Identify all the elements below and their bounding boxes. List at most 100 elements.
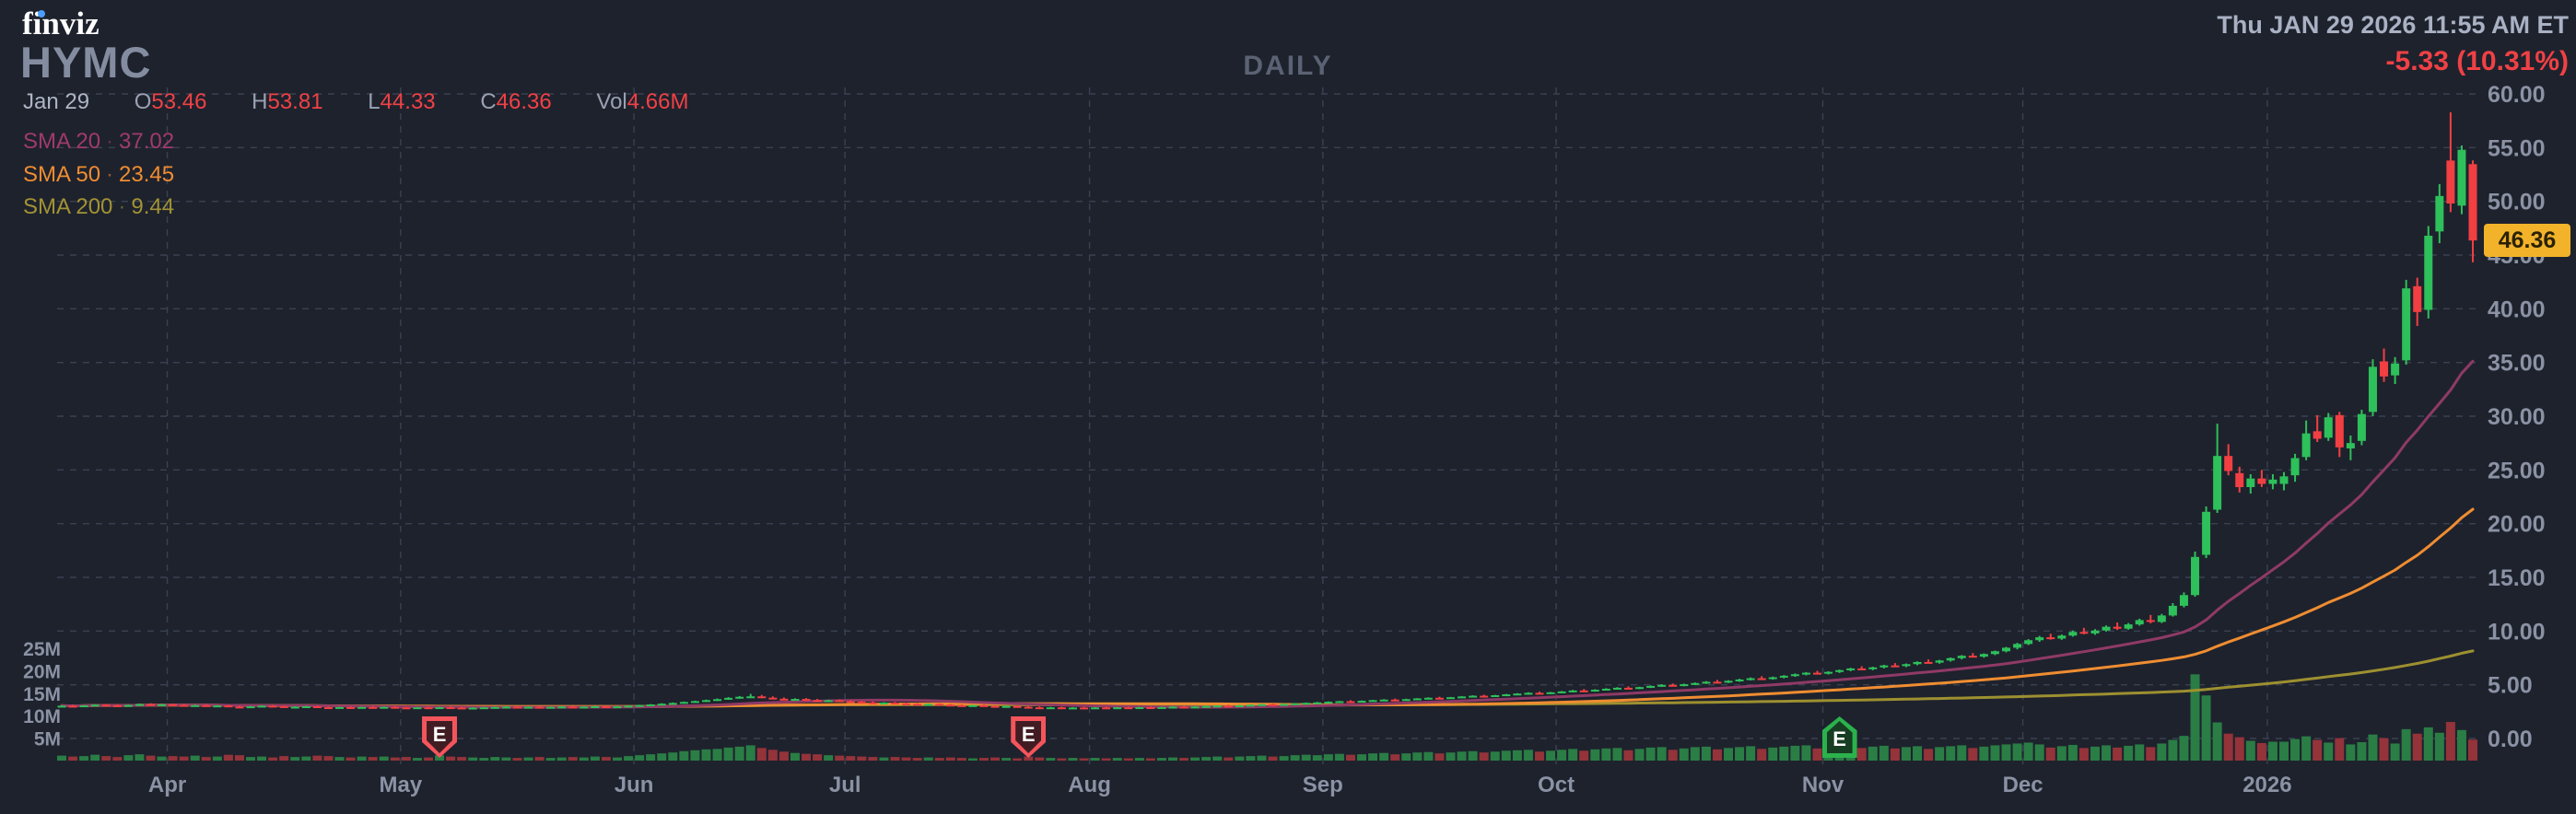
- candle-body: [180, 704, 189, 707]
- volume-bar: [501, 757, 511, 761]
- candle-body: [1924, 661, 1933, 664]
- candle-body: [1735, 679, 1744, 681]
- sma200-line: [60, 649, 2475, 708]
- candle-body: [512, 706, 521, 709]
- volume-bar: [2434, 732, 2444, 761]
- volume-bar: [2445, 722, 2455, 761]
- volume-bar: [401, 757, 411, 761]
- volume-bar: [2067, 744, 2078, 761]
- volume-bar: [2034, 744, 2044, 761]
- month-label: Aug: [1068, 773, 1111, 797]
- volume-bar: [112, 757, 123, 761]
- candle-body: [57, 705, 66, 708]
- axis-labels: 60.0055.0050.0045.0040.0035.0030.0025.00…: [23, 82, 2545, 797]
- volume-bar: [1323, 754, 1333, 761]
- candle-body: [158, 704, 167, 706]
- volume-bar: [1935, 747, 1945, 761]
- candle-body: [757, 696, 767, 699]
- candle-body: [1824, 671, 1833, 674]
- candle-body: [346, 706, 356, 709]
- candle-body: [1046, 707, 1055, 710]
- candle-body: [1635, 687, 1645, 690]
- candle-body: [2202, 511, 2211, 555]
- volume-bar: [1446, 752, 1456, 761]
- candle-body: [2324, 417, 2333, 438]
- candle-body: [1068, 707, 1077, 710]
- volume-bar: [534, 757, 544, 761]
- volume-bar: [2456, 729, 2466, 761]
- month-label: Jun: [615, 773, 654, 797]
- volume-bar: [312, 755, 322, 761]
- timeframe-label: DAILY: [1243, 51, 1333, 81]
- candle-body: [2413, 285, 2422, 312]
- candle-body: [990, 705, 1000, 708]
- candle-body: [1280, 704, 1289, 706]
- open-value: 53.46: [151, 89, 207, 114]
- candle-body: [2235, 472, 2244, 487]
- volume-bar: [1724, 748, 1733, 761]
- price-axis-label: 20.00: [2488, 512, 2546, 538]
- volume-bar: [1657, 747, 1667, 761]
- volume-bar: [1368, 753, 1378, 761]
- volume-bar: [712, 749, 722, 761]
- volume-bar: [212, 756, 222, 761]
- candle-body: [1702, 681, 1711, 684]
- volume-value: 4.66M: [626, 89, 689, 114]
- candle-body: [1946, 657, 1955, 661]
- candle-body: [1091, 707, 1100, 710]
- volume-bar: [1001, 758, 1012, 761]
- volume-bar: [301, 756, 311, 761]
- candle-body: [813, 700, 822, 703]
- candle-body: [1535, 692, 1544, 695]
- finviz-logo[interactable]: finviz: [22, 6, 100, 41]
- candle-body: [935, 704, 944, 706]
- volume-bar: [1068, 758, 1078, 761]
- candle-body: [2146, 620, 2155, 622]
- volume-bar: [479, 758, 489, 761]
- candle-body: [2213, 456, 2222, 510]
- candle-body: [2079, 632, 2089, 634]
- price-axis-label: 55.00: [2488, 135, 2546, 161]
- volume-bar: [1201, 757, 1212, 761]
- sma20-separator: ·: [106, 129, 114, 154]
- volume-bar: [1690, 747, 1700, 761]
- candle-body: [535, 706, 544, 709]
- volume-bar: [2090, 746, 2100, 761]
- candle-body: [1713, 681, 1722, 684]
- candle-body: [135, 704, 144, 706]
- volume-bar: [1268, 756, 1278, 761]
- volume-bar: [1168, 757, 1177, 761]
- candle-body: [1612, 687, 1622, 690]
- volume-bar: [512, 758, 522, 761]
- candle-body: [1346, 701, 1355, 704]
- candle-body: [1412, 698, 1422, 701]
- candle-body: [1868, 667, 1878, 669]
- volume-bar: [135, 754, 145, 761]
- volume-bar: [1890, 748, 1900, 761]
- candle-body: [112, 704, 122, 707]
- volume-bar: [1112, 758, 1122, 761]
- volume-bar: [1668, 750, 1678, 761]
- candle-body: [312, 705, 322, 708]
- candle-body: [613, 706, 622, 709]
- volume-bar: [1590, 749, 1600, 761]
- volume-bar: [734, 746, 744, 761]
- candle-body: [846, 701, 855, 704]
- candle-body: [1902, 664, 1911, 667]
- candle-body: [402, 707, 411, 710]
- candle-body: [635, 704, 644, 707]
- volume-bar: [923, 757, 933, 761]
- volume-bar: [257, 756, 267, 761]
- candle-body: [479, 707, 488, 710]
- candle-body: [1368, 700, 1377, 703]
- volume-bar: [1790, 745, 1800, 761]
- candle-body: [235, 706, 244, 709]
- volume-bar: [2190, 674, 2200, 761]
- volume-bar: [490, 757, 500, 761]
- volume-bar: [1024, 756, 1034, 761]
- candle-body: [1257, 704, 1266, 706]
- volume-bar: [190, 755, 200, 761]
- candle-body: [768, 697, 778, 700]
- earnings-badge-negative: E: [1011, 716, 1047, 758]
